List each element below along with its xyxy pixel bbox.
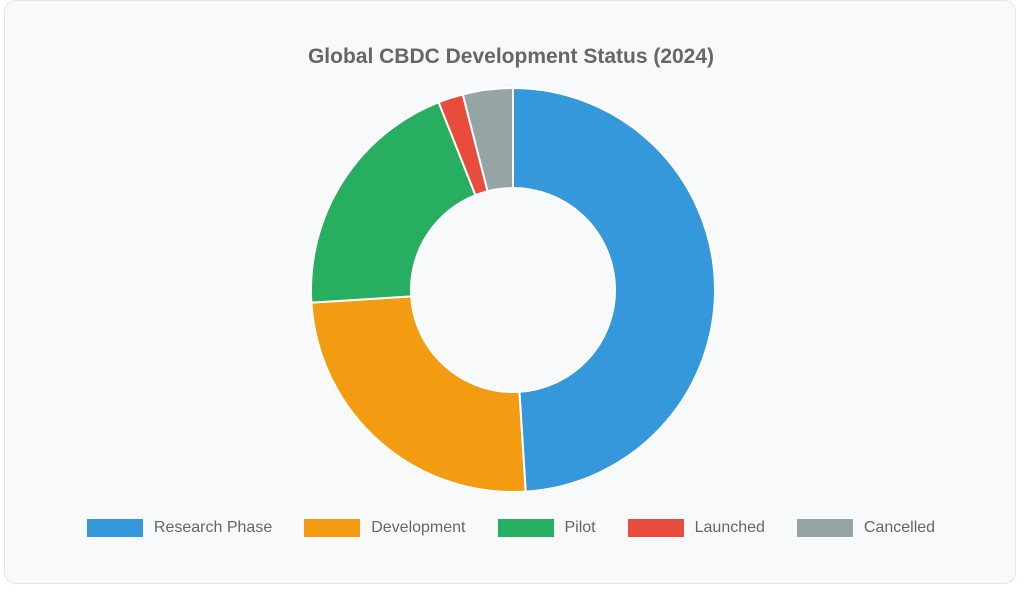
legend-item-pilot[interactable]: Pilot [497, 519, 596, 537]
legend-item-development[interactable]: Development [304, 519, 466, 537]
chart-card: Global CBDC Development Status (2024) Re… [4, 0, 1016, 584]
chart-title: Global CBDC Development Status (2024) [307, 45, 715, 68]
legend-item-cancelled[interactable]: Cancelled [796, 519, 936, 537]
legend-label-development: Development [371, 519, 466, 536]
donut-slice-development[interactable] [310, 295, 527, 493]
legend-label-launched: Launched [694, 519, 765, 536]
donut-chart [310, 86, 716, 493]
legend-item-research-phase[interactable]: Research Phase [86, 519, 273, 537]
legend-swatch-launched [627, 519, 684, 537]
legend-label-research-phase: Research Phase [153, 519, 273, 536]
donut-slice-research-phase[interactable] [512, 86, 716, 493]
legend-label-cancelled: Cancelled [863, 519, 936, 536]
legend-swatch-research-phase [86, 519, 143, 537]
legend-swatch-cancelled [796, 519, 853, 537]
chart-legend: Research Phase Development Pilot Launched Ca… [5, 519, 1017, 537]
legend-item-launched[interactable]: Launched [627, 519, 765, 537]
legend-label-pilot: Pilot [564, 519, 596, 536]
donut-slice-cancelled[interactable] [461, 86, 514, 193]
legend-swatch-development [304, 519, 361, 537]
legend-swatch-pilot [497, 519, 554, 537]
donut-slice-pilot[interactable] [310, 100, 477, 304]
